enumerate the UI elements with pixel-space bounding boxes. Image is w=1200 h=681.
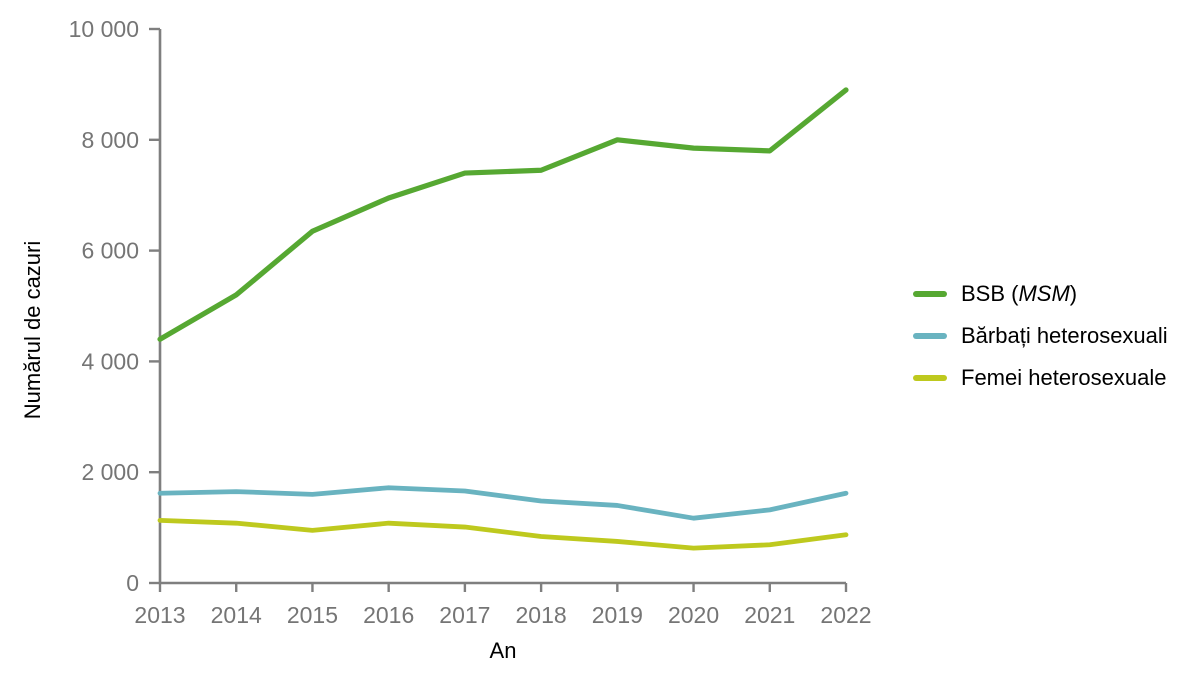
x-tick-label: 2013 [134,602,185,628]
legend-label-bsb-msm: BSB (MSM) [961,281,1077,307]
x-axis-title: An [489,638,517,663]
y-tick-label: 8 000 [81,127,139,153]
legend-label-femei: Femei heterosexuale [961,365,1167,390]
legend-item-femei-heterosexuale: Femei heterosexuale [913,365,1168,391]
y-tick-label: 0 [126,570,139,596]
x-tick-label: 2022 [820,602,871,628]
y-tick-label: 2 000 [81,459,139,485]
legend-swatch-bsb-msm-icon [913,291,947,297]
series-line-0 [157,87,849,342]
legend-label-prefix: BSB ( [961,281,1019,306]
x-tick-label: 2017 [439,602,490,628]
x-tick-label: 2015 [287,602,338,628]
y-tick-label: 4 000 [81,348,139,374]
legend-label-italic: MSM [1018,281,1070,306]
x-tick-label: 2018 [516,602,567,628]
legend: BSB (MSM) Bărbați heterosexuali Femei he… [913,281,1168,391]
x-tick-label: 2014 [211,602,262,628]
x-tick-label: 2021 [744,602,795,628]
legend-item-barbati-heterosexuali: Bărbați heterosexuali [913,323,1168,349]
series-line-1 [157,485,849,521]
x-tick-label: 2019 [592,602,643,628]
legend-label-suffix: ) [1069,281,1078,306]
legend-swatch-barbati-icon [913,333,947,339]
axis-lines [158,29,846,585]
legend-label-barbati: Bărbați heterosexuali [961,323,1168,348]
legend-swatch-femei-icon [913,375,947,381]
x-tick-label: 2020 [668,602,719,628]
series-line-2 [157,517,849,551]
legend-item-bsb-msm: BSB (MSM) [913,281,1168,307]
y-tick-label: 6 000 [81,238,139,264]
x-tick-label: 2016 [363,602,414,628]
y-axis-title: Numărul de cazuri [20,240,45,420]
y-tick-label: 10 000 [69,16,139,42]
